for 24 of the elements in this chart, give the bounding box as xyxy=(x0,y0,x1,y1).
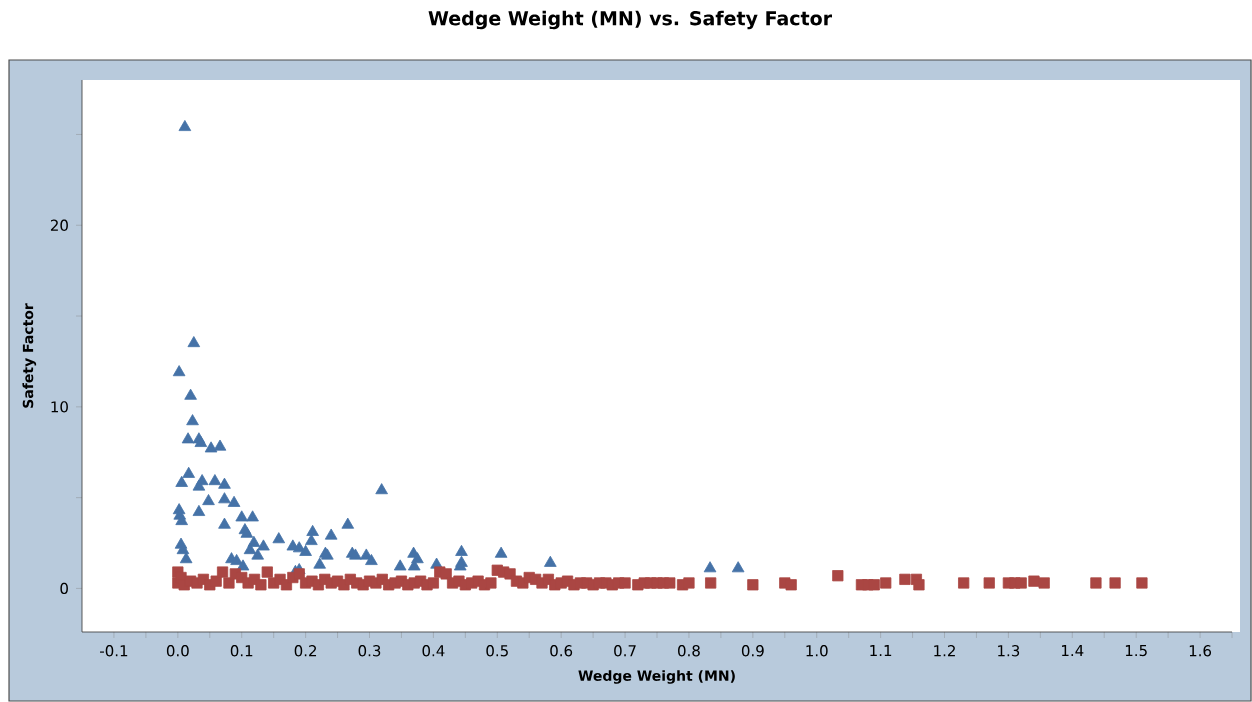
x-tick-label: 1.0 xyxy=(806,645,828,657)
chart-title: Wedge Weight (MN) vs. Safety Factor xyxy=(428,10,832,30)
x-tick-label: 1.3 xyxy=(998,645,1020,657)
x-tick-label: 0.7 xyxy=(614,645,636,657)
x-tick-label: 0.9 xyxy=(741,645,764,657)
y-tick-label: 20 xyxy=(50,219,68,231)
x-tick-label: 1.2 xyxy=(934,645,955,657)
x-tick-label: 0.1 xyxy=(230,645,253,657)
y-axis-title: Safety Factor xyxy=(22,303,37,408)
y-tick-label: 0 xyxy=(60,582,68,595)
x-tick-label: 0.8 xyxy=(678,645,700,657)
x-tick-label: 0.4 xyxy=(422,645,445,657)
x-tick-label: 0.0 xyxy=(166,645,189,657)
y-tick-label: 10 xyxy=(51,401,68,413)
x-tick-label: 0.6 xyxy=(550,645,573,657)
x-tick-label: 0.2 xyxy=(294,645,317,657)
x-tick-label: 1.1 xyxy=(870,645,892,656)
x-tick-label: -0.1 xyxy=(100,645,128,657)
x-tick-label: 1.5 xyxy=(1125,645,1147,657)
x-axis-title: Wedge Weight (MN) xyxy=(578,670,735,684)
x-tick-label: 0.5 xyxy=(486,645,508,657)
x-tick-label: 0.3 xyxy=(358,645,381,657)
x-tick-label: 1.4 xyxy=(1062,645,1084,656)
x-tick-label: 1.6 xyxy=(1189,645,1212,657)
